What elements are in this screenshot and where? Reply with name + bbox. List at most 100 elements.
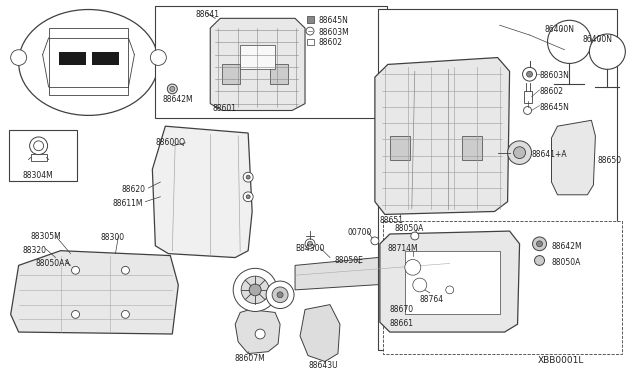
Text: 88620: 88620: [122, 185, 145, 194]
Text: 00700: 00700: [348, 228, 372, 237]
Circle shape: [308, 241, 312, 246]
Text: 88602: 88602: [540, 87, 564, 96]
Text: 88304M: 88304M: [22, 171, 53, 180]
Text: 88642M: 88642M: [552, 242, 582, 251]
Polygon shape: [300, 305, 340, 362]
Circle shape: [277, 292, 283, 298]
Circle shape: [34, 141, 44, 151]
Circle shape: [371, 237, 379, 245]
Bar: [524, 91, 532, 103]
Circle shape: [170, 86, 175, 92]
Circle shape: [411, 232, 419, 240]
Circle shape: [536, 241, 543, 247]
Text: 88651: 88651: [380, 217, 404, 225]
Polygon shape: [380, 231, 520, 332]
Text: 88603M: 88603M: [318, 28, 349, 36]
Circle shape: [246, 175, 250, 179]
Circle shape: [150, 50, 166, 65]
Circle shape: [522, 67, 536, 81]
Circle shape: [255, 329, 265, 339]
Circle shape: [122, 311, 129, 318]
Bar: [156, 6, 387, 118]
Circle shape: [547, 20, 591, 64]
Circle shape: [524, 106, 532, 115]
Text: 88305M: 88305M: [31, 232, 61, 241]
Text: 88600Q: 88600Q: [156, 138, 186, 147]
Circle shape: [534, 256, 545, 265]
Circle shape: [72, 266, 79, 274]
Text: 88601: 88601: [212, 104, 236, 113]
Text: 88643U: 88643U: [308, 362, 338, 371]
Text: 88050A: 88050A: [395, 224, 424, 233]
Bar: [240, 45, 275, 69]
Text: 88300: 88300: [100, 233, 125, 242]
Circle shape: [29, 137, 47, 155]
Text: 88642M: 88642M: [163, 95, 193, 104]
Circle shape: [266, 281, 294, 308]
Text: 88050E: 88050E: [335, 256, 364, 264]
Bar: [461, 136, 482, 160]
Bar: [9, 130, 77, 181]
Polygon shape: [552, 120, 595, 195]
Circle shape: [243, 172, 253, 182]
Bar: [378, 9, 618, 350]
Circle shape: [589, 34, 625, 69]
Circle shape: [243, 192, 253, 202]
Polygon shape: [210, 18, 305, 110]
Text: 88641+A: 88641+A: [532, 150, 567, 159]
Text: 88714M: 88714M: [388, 244, 419, 253]
Polygon shape: [235, 310, 280, 354]
Circle shape: [272, 287, 288, 303]
Polygon shape: [295, 251, 454, 290]
Bar: [405, 251, 500, 314]
Circle shape: [72, 311, 79, 318]
Text: 88050A: 88050A: [552, 257, 581, 267]
Text: 88645N: 88645N: [540, 103, 570, 112]
Circle shape: [305, 239, 315, 249]
Circle shape: [241, 276, 269, 304]
Circle shape: [513, 147, 525, 158]
Text: XBB0001L: XBB0001L: [538, 356, 584, 365]
Circle shape: [405, 260, 420, 275]
Text: 88650: 88650: [597, 155, 621, 164]
Bar: [390, 254, 435, 288]
Circle shape: [306, 27, 314, 35]
Polygon shape: [375, 58, 509, 214]
Circle shape: [413, 278, 427, 292]
Circle shape: [508, 141, 532, 164]
Bar: [93, 52, 120, 65]
Circle shape: [122, 266, 129, 274]
Polygon shape: [11, 251, 179, 334]
Text: 88645N: 88645N: [318, 16, 348, 25]
Text: 88607M: 88607M: [234, 354, 265, 363]
Bar: [59, 52, 86, 65]
Text: B84300: B84300: [295, 244, 324, 253]
Circle shape: [233, 268, 277, 311]
Circle shape: [167, 84, 177, 94]
Bar: [222, 64, 240, 84]
Text: 88670: 88670: [390, 305, 414, 314]
Bar: [307, 16, 314, 23]
Text: 88641: 88641: [195, 10, 220, 19]
Bar: [49, 28, 129, 95]
Text: 88602: 88602: [318, 38, 342, 47]
Text: 86400N: 86400N: [582, 35, 612, 44]
Bar: [31, 154, 47, 161]
Polygon shape: [152, 126, 252, 257]
Text: 88320: 88320: [22, 246, 47, 255]
Circle shape: [249, 284, 261, 296]
Text: 86400N: 86400N: [545, 25, 575, 34]
Ellipse shape: [19, 10, 158, 115]
Bar: [390, 136, 410, 160]
Bar: [270, 64, 288, 84]
Text: 88050AA: 88050AA: [36, 259, 70, 267]
Bar: [307, 39, 314, 45]
Circle shape: [445, 286, 454, 294]
Text: 88661: 88661: [390, 319, 414, 328]
Circle shape: [11, 50, 27, 65]
Text: 88603N: 88603N: [540, 71, 570, 80]
Circle shape: [527, 71, 532, 77]
Text: 88764: 88764: [420, 295, 444, 304]
Circle shape: [532, 237, 547, 251]
Circle shape: [246, 195, 250, 199]
